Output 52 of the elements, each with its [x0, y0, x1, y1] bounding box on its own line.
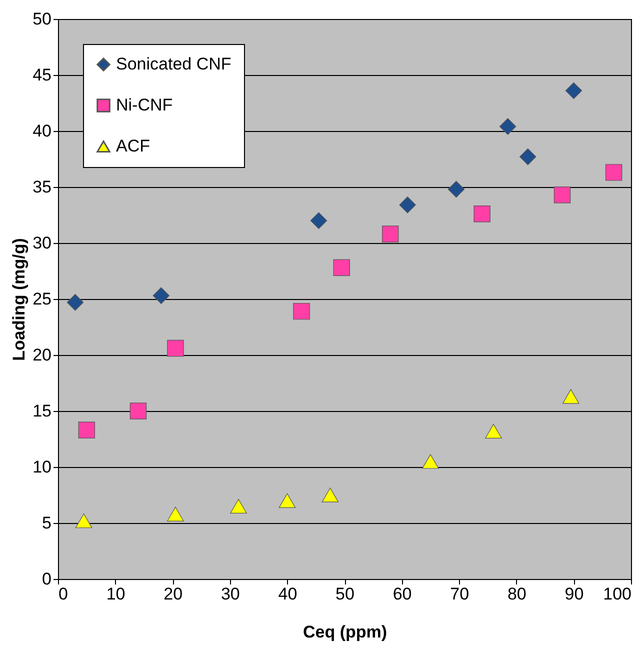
point: [333, 259, 350, 276]
x-tick-label: 80: [507, 584, 526, 604]
legend-label: Sonicated CNF: [116, 54, 232, 74]
y-tick-label: 45: [32, 66, 52, 84]
y-tick-label: 20: [32, 346, 52, 364]
x-axis-title: Ceq (ppm): [302, 622, 388, 642]
point: [66, 294, 84, 311]
y-tick-label: 10: [32, 458, 52, 476]
point: [230, 498, 247, 514]
point: [399, 196, 416, 214]
legend-label: ACF: [116, 136, 150, 156]
x-tick-label: 10: [106, 584, 126, 604]
y-tick-label: 35: [32, 178, 52, 196]
point: [499, 118, 516, 135]
y-tick-label: 0: [42, 570, 52, 588]
x-tick-label: 40: [278, 584, 298, 604]
y-axis-title: Loading (mg/g): [10, 238, 29, 361]
point: [293, 302, 310, 320]
y-tick-label: 50: [32, 10, 52, 28]
point: [167, 506, 184, 522]
point: [152, 287, 170, 304]
point: [422, 454, 439, 469]
point: [448, 180, 465, 198]
point: [130, 402, 147, 420]
point: [278, 493, 296, 508]
y-tick-label: 40: [32, 122, 52, 140]
x-tick-label: 70: [450, 584, 470, 604]
point: [562, 389, 580, 404]
y-tick-label: 5: [42, 514, 52, 532]
point: [485, 424, 502, 438]
x-tick-label: 50: [336, 584, 354, 604]
point: [382, 226, 399, 242]
point: [75, 513, 92, 528]
x-tick-label: 20: [164, 584, 183, 604]
point: [565, 82, 582, 100]
legend-label: Ni-CNF: [116, 96, 173, 114]
x-tick-label: 90: [564, 584, 584, 604]
point: [322, 488, 339, 502]
x-tick-label: 30: [220, 584, 240, 604]
point: [520, 148, 536, 166]
y-tick-label: 15: [32, 402, 52, 420]
point: [474, 206, 490, 222]
point: [554, 186, 571, 204]
point: [78, 422, 96, 438]
point: [605, 164, 622, 181]
x-tick-label: 100: [603, 584, 632, 604]
x-tick-label: 0: [58, 584, 68, 604]
y-tick-label: 25: [32, 290, 52, 308]
x-tick-label: 60: [392, 584, 412, 604]
point: [310, 212, 328, 229]
point: [167, 340, 184, 357]
y-tick-label: 30: [32, 234, 52, 252]
